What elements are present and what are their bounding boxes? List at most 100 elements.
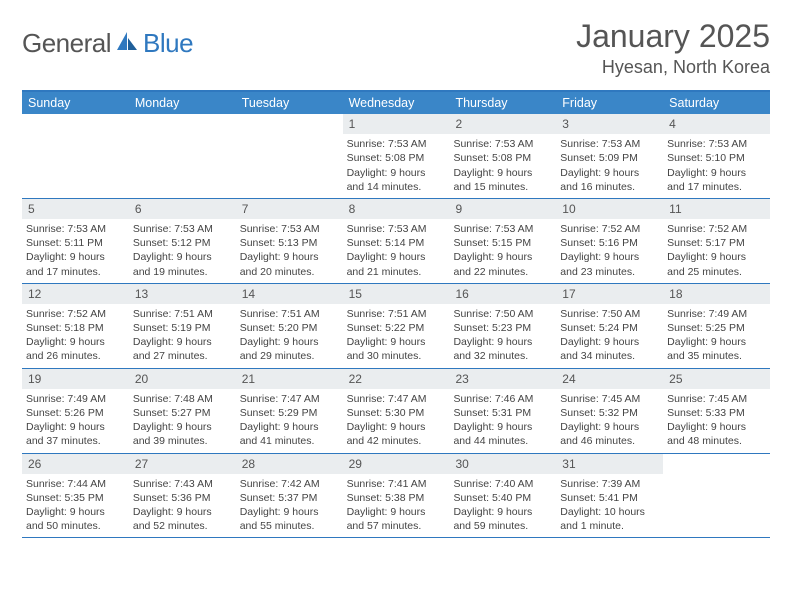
day-cell: 3Sunrise: 7:53 AMSunset: 5:09 PMDaylight…	[556, 114, 663, 198]
day-number: 13	[129, 284, 236, 304]
brand-logo: General Blue	[22, 28, 193, 59]
daylight-text: and 52 minutes.	[133, 519, 232, 533]
sunrise-text: Sunrise: 7:53 AM	[240, 222, 339, 236]
daylight-text: and 57 minutes.	[347, 519, 446, 533]
sunset-text: Sunset: 5:31 PM	[453, 406, 552, 420]
sunset-text: Sunset: 5:35 PM	[26, 491, 125, 505]
sunrise-text: Sunrise: 7:51 AM	[347, 307, 446, 321]
daylight-text: and 32 minutes.	[453, 349, 552, 363]
sunrise-text: Sunrise: 7:51 AM	[133, 307, 232, 321]
daylight-text: and 26 minutes.	[26, 349, 125, 363]
day-cell: 23Sunrise: 7:46 AMSunset: 5:31 PMDayligh…	[449, 369, 556, 453]
sunset-text: Sunset: 5:08 PM	[347, 151, 446, 165]
sunrise-text: Sunrise: 7:53 AM	[347, 137, 446, 151]
week-row: 26Sunrise: 7:44 AMSunset: 5:35 PMDayligh…	[22, 454, 770, 539]
sunrise-text: Sunrise: 7:52 AM	[26, 307, 125, 321]
dow-sun: Sunday	[22, 92, 129, 114]
sunset-text: Sunset: 5:27 PM	[133, 406, 232, 420]
day-number: 14	[236, 284, 343, 304]
brand-name-b: Blue	[143, 28, 193, 59]
sunset-text: Sunset: 5:12 PM	[133, 236, 232, 250]
daylight-text: Daylight: 9 hours	[133, 250, 232, 264]
daylight-text: and 50 minutes.	[26, 519, 125, 533]
daylight-text: Daylight: 9 hours	[347, 505, 446, 519]
daylight-text: and 25 minutes.	[667, 265, 766, 279]
day-number: 9	[449, 199, 556, 219]
sunset-text: Sunset: 5:09 PM	[560, 151, 659, 165]
daylight-text: and 14 minutes.	[347, 180, 446, 194]
day-cell: 24Sunrise: 7:45 AMSunset: 5:32 PMDayligh…	[556, 369, 663, 453]
daylight-text: Daylight: 9 hours	[667, 335, 766, 349]
daylight-text: and 21 minutes.	[347, 265, 446, 279]
sunrise-text: Sunrise: 7:42 AM	[240, 477, 339, 491]
daylight-text: and 48 minutes.	[667, 434, 766, 448]
day-cell: 21Sunrise: 7:47 AMSunset: 5:29 PMDayligh…	[236, 369, 343, 453]
daylight-text: and 22 minutes.	[453, 265, 552, 279]
daylight-text: Daylight: 9 hours	[453, 505, 552, 519]
sunset-text: Sunset: 5:24 PM	[560, 321, 659, 335]
dow-mon: Monday	[129, 92, 236, 114]
daylight-text: and 37 minutes.	[26, 434, 125, 448]
sunrise-text: Sunrise: 7:53 AM	[560, 137, 659, 151]
day-number: 6	[129, 199, 236, 219]
dow-fri: Friday	[556, 92, 663, 114]
sunrise-text: Sunrise: 7:40 AM	[453, 477, 552, 491]
sail-icon	[115, 30, 139, 57]
day-cell: 16Sunrise: 7:50 AMSunset: 5:23 PMDayligh…	[449, 284, 556, 368]
day-cell: 29Sunrise: 7:41 AMSunset: 5:38 PMDayligh…	[343, 454, 450, 538]
sunrise-text: Sunrise: 7:53 AM	[26, 222, 125, 236]
day-number: 10	[556, 199, 663, 219]
sunset-text: Sunset: 5:26 PM	[26, 406, 125, 420]
day-cell: 22Sunrise: 7:47 AMSunset: 5:30 PMDayligh…	[343, 369, 450, 453]
day-cell: 8Sunrise: 7:53 AMSunset: 5:14 PMDaylight…	[343, 199, 450, 283]
sunrise-text: Sunrise: 7:47 AM	[240, 392, 339, 406]
daylight-text: and 15 minutes.	[453, 180, 552, 194]
daylight-text: and 44 minutes.	[453, 434, 552, 448]
daylight-text: Daylight: 9 hours	[26, 505, 125, 519]
daylight-text: Daylight: 9 hours	[240, 250, 339, 264]
header: General Blue January 2025 Hyesan, North …	[22, 18, 770, 78]
sunrise-text: Sunrise: 7:45 AM	[667, 392, 766, 406]
day-number: 5	[22, 199, 129, 219]
day-cell: 18Sunrise: 7:49 AMSunset: 5:25 PMDayligh…	[663, 284, 770, 368]
sunset-text: Sunset: 5:29 PM	[240, 406, 339, 420]
daylight-text: Daylight: 9 hours	[453, 420, 552, 434]
day-cell: 25Sunrise: 7:45 AMSunset: 5:33 PMDayligh…	[663, 369, 770, 453]
sunset-text: Sunset: 5:23 PM	[453, 321, 552, 335]
day-cell: 10Sunrise: 7:52 AMSunset: 5:16 PMDayligh…	[556, 199, 663, 283]
location: Hyesan, North Korea	[576, 57, 770, 78]
day-cell: 20Sunrise: 7:48 AMSunset: 5:27 PMDayligh…	[129, 369, 236, 453]
sunrise-text: Sunrise: 7:39 AM	[560, 477, 659, 491]
dow-sat: Saturday	[663, 92, 770, 114]
daylight-text: Daylight: 9 hours	[347, 250, 446, 264]
sunrise-text: Sunrise: 7:53 AM	[453, 222, 552, 236]
sunrise-text: Sunrise: 7:53 AM	[133, 222, 232, 236]
day-number: 28	[236, 454, 343, 474]
day-cell: 12Sunrise: 7:52 AMSunset: 5:18 PMDayligh…	[22, 284, 129, 368]
month-title: January 2025	[576, 18, 770, 55]
day-cell: 13Sunrise: 7:51 AMSunset: 5:19 PMDayligh…	[129, 284, 236, 368]
day-number: 20	[129, 369, 236, 389]
dow-tue: Tuesday	[236, 92, 343, 114]
week-row: 12Sunrise: 7:52 AMSunset: 5:18 PMDayligh…	[22, 284, 770, 369]
daylight-text: and 16 minutes.	[560, 180, 659, 194]
day-number: 27	[129, 454, 236, 474]
day-number: 2	[449, 114, 556, 134]
daylight-text: Daylight: 9 hours	[453, 250, 552, 264]
sunrise-text: Sunrise: 7:44 AM	[26, 477, 125, 491]
daylight-text: Daylight: 10 hours	[560, 505, 659, 519]
day-number: 19	[22, 369, 129, 389]
daylight-text: and 42 minutes.	[347, 434, 446, 448]
sunrise-text: Sunrise: 7:49 AM	[667, 307, 766, 321]
day-number: 23	[449, 369, 556, 389]
sunrise-text: Sunrise: 7:48 AM	[133, 392, 232, 406]
sunset-text: Sunset: 5:17 PM	[667, 236, 766, 250]
daylight-text: Daylight: 9 hours	[667, 166, 766, 180]
daylight-text: Daylight: 9 hours	[26, 420, 125, 434]
day-cell: 26Sunrise: 7:44 AMSunset: 5:35 PMDayligh…	[22, 454, 129, 538]
sunrise-text: Sunrise: 7:43 AM	[133, 477, 232, 491]
daylight-text: Daylight: 9 hours	[240, 505, 339, 519]
daylight-text: and 34 minutes.	[560, 349, 659, 363]
sunset-text: Sunset: 5:15 PM	[453, 236, 552, 250]
sunset-text: Sunset: 5:08 PM	[453, 151, 552, 165]
